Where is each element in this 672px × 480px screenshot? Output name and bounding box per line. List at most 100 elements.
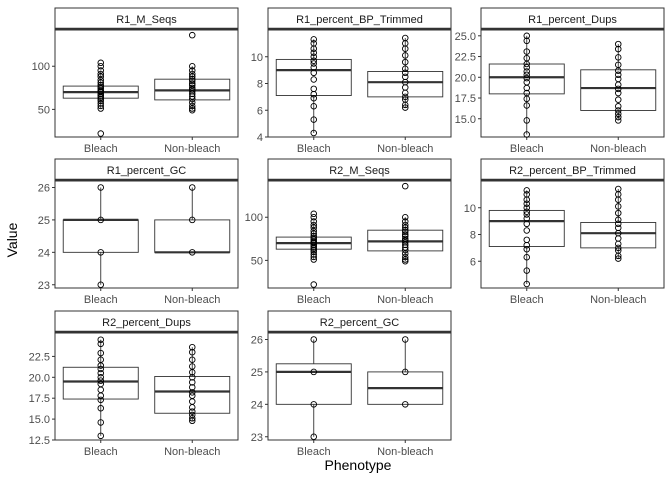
- x-tick-label: Non-bleach: [377, 143, 433, 155]
- y-tick-label: 50: [251, 255, 263, 267]
- data-point: [188, 411, 196, 419]
- data-point: [97, 59, 104, 67]
- y-tick-label: 100: [245, 212, 263, 224]
- iqr-box: [275, 58, 352, 96]
- data-point: [97, 62, 104, 70]
- data-point: [615, 203, 622, 210]
- data-point: [523, 37, 531, 45]
- data-point: [402, 65, 409, 73]
- data-point: [97, 374, 104, 381]
- facet-title: R2_M_Seqs: [329, 165, 390, 177]
- data-point: [615, 224, 622, 232]
- data-point: [310, 64, 318, 71]
- panel-frame: [54, 29, 239, 138]
- data-point: [615, 61, 622, 69]
- y-tick-label: 6: [257, 105, 263, 117]
- data-point: [402, 52, 409, 59]
- data-point: [310, 53, 318, 61]
- y-tick-label: 8: [257, 79, 263, 91]
- iqr-box: [62, 219, 139, 253]
- x-tick-label: Non-bleach: [377, 294, 433, 306]
- data-point: [188, 392, 196, 399]
- data-point: [188, 384, 196, 391]
- data-point: [615, 71, 622, 79]
- panel-frame: [54, 180, 239, 289]
- data-point: [97, 216, 104, 224]
- data-point: [523, 71, 531, 79]
- data-point: [97, 369, 104, 377]
- data-point: [310, 336, 318, 343]
- panel-frame: [267, 332, 452, 441]
- data-point: [402, 73, 409, 81]
- data-point: [310, 281, 318, 288]
- data-point: [188, 249, 196, 256]
- data-point: [523, 215, 531, 222]
- data-point: [310, 76, 318, 83]
- data-point: [615, 185, 622, 193]
- data-point: [188, 31, 196, 39]
- data-point: [523, 245, 531, 253]
- facet-panel: R1_M_Seqs 50 100 Bleach Non-bleach: [32, 7, 239, 155]
- y-tick-label: 8: [470, 230, 476, 242]
- data-point: [615, 255, 622, 262]
- x-tick-label: Bleach: [297, 294, 331, 306]
- data-point: [615, 54, 622, 61]
- data-point: [97, 432, 104, 440]
- y-tick-label: 17.5: [455, 93, 476, 105]
- data-point: [523, 227, 531, 234]
- y-tick-label: 24: [38, 247, 50, 259]
- data-point: [523, 200, 531, 207]
- data-point: [310, 40, 318, 47]
- data-point: [615, 113, 622, 121]
- data-point: [402, 104, 409, 111]
- data-point: [523, 74, 531, 82]
- data-point: [188, 343, 196, 351]
- data-point: [310, 401, 318, 408]
- data-point: [523, 187, 531, 194]
- facet-panel: R2_percent_BP_Trimmed 6 8 10 Bleach Non-bleac…: [464, 158, 665, 306]
- data-point: [97, 67, 104, 74]
- data-point: [97, 281, 104, 289]
- iqr-box: [275, 363, 352, 405]
- data-point: [402, 96, 409, 103]
- x-tick-label: Non-bleach: [164, 446, 220, 458]
- data-point: [402, 58, 409, 66]
- y-tick-label: 26: [251, 334, 263, 346]
- data-point: [615, 247, 622, 254]
- data-point: [97, 377, 104, 384]
- data-point: [402, 69, 409, 77]
- data-point: [615, 96, 622, 103]
- data-point: [615, 40, 622, 48]
- x-tick-label: Bleach: [510, 294, 544, 306]
- y-tick-label: 24: [251, 399, 263, 411]
- y-tick-label: 23: [38, 280, 50, 292]
- data-point: [310, 234, 318, 242]
- data-point: [97, 356, 104, 364]
- data-point: [402, 34, 409, 42]
- y-tick-label: 20.0: [29, 372, 50, 384]
- data-point: [402, 401, 409, 408]
- y-tick-label: 23: [251, 432, 263, 444]
- data-point: [615, 244, 622, 252]
- data-point: [97, 83, 104, 91]
- panel-frame: [480, 29, 665, 138]
- data-point: [523, 79, 531, 86]
- y-tick-label: 20.0: [455, 72, 476, 84]
- data-point: [523, 131, 531, 138]
- data-point: [97, 419, 104, 426]
- y-tick-label: 25.0: [455, 31, 476, 43]
- data-point: [523, 68, 531, 75]
- data-point: [97, 130, 104, 137]
- data-point: [615, 209, 622, 217]
- data-point: [615, 110, 622, 118]
- x-tick-label: Bleach: [84, 446, 118, 458]
- data-point: [402, 253, 409, 261]
- data-point: [523, 236, 531, 244]
- data-point: [402, 182, 409, 190]
- x-tick-label: Non-bleach: [590, 294, 646, 306]
- x-tick-label: Non-bleach: [164, 143, 220, 155]
- data-point: [523, 211, 531, 218]
- data-point: [188, 389, 196, 396]
- data-point: [402, 213, 409, 221]
- y-tick-label: 10: [251, 52, 263, 64]
